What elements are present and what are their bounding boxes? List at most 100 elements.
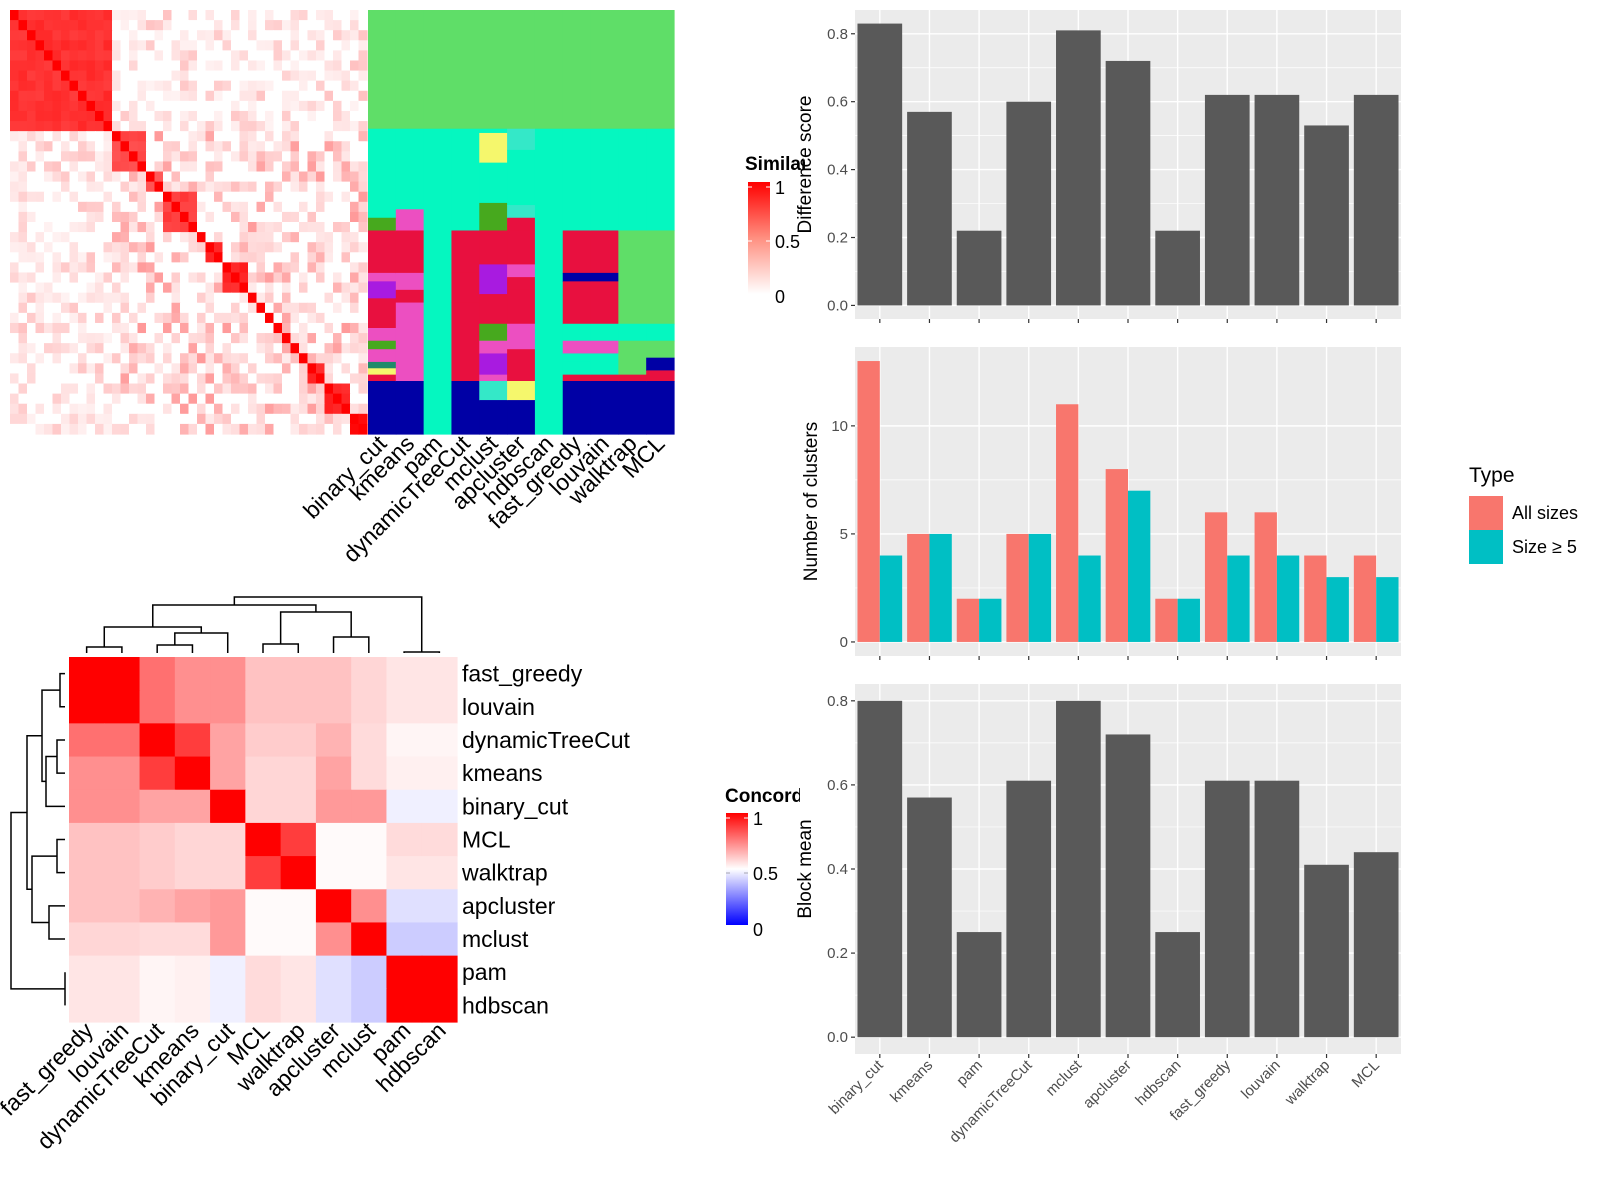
similarity-cell xyxy=(214,242,224,253)
concordance-cell xyxy=(315,690,352,724)
similarity-cell xyxy=(239,343,249,354)
similarity-cell xyxy=(214,211,224,223)
similarity-cell xyxy=(18,191,28,203)
similarity-cell xyxy=(299,110,309,122)
similarity-cell xyxy=(256,222,266,233)
similarity-cell xyxy=(197,222,207,233)
similarity-cell xyxy=(197,171,207,183)
similarity-cell xyxy=(112,100,122,112)
similarity-cell xyxy=(333,373,343,385)
similarity-cell xyxy=(341,413,351,425)
similarity-cell xyxy=(27,90,37,102)
concordance-cell xyxy=(245,889,282,924)
similarity-cell xyxy=(154,312,164,324)
similarity-cell xyxy=(205,262,215,274)
similarity-cell xyxy=(205,151,215,163)
similarity-cell xyxy=(248,272,258,284)
similarity-cell xyxy=(273,70,283,82)
similarity-cell xyxy=(282,90,292,102)
similarity-cell xyxy=(120,70,130,82)
similarity-cell xyxy=(112,151,122,163)
similarity-cell xyxy=(188,413,198,425)
similarity-cell xyxy=(112,292,122,304)
similarity-cell xyxy=(205,343,215,354)
similarity-cell xyxy=(61,110,71,122)
similarity-cell xyxy=(129,191,139,203)
similarity-cell xyxy=(273,322,283,334)
similarity-cell xyxy=(137,383,147,395)
similarity-cell xyxy=(146,201,156,213)
similarity-cell xyxy=(154,272,164,284)
similarity-cell xyxy=(154,353,164,364)
similarity-cell xyxy=(324,30,334,41)
similarity-cell xyxy=(316,363,326,375)
similarity-cell xyxy=(171,242,181,253)
similarity-cell xyxy=(146,353,156,364)
cluster-cell xyxy=(479,340,508,355)
similarity-cell xyxy=(44,383,54,395)
cluster-cell xyxy=(590,353,619,376)
cluster-cell xyxy=(590,323,619,342)
similarity-cell xyxy=(61,262,71,274)
concordance-cell xyxy=(69,756,105,791)
similarity-cell xyxy=(27,141,37,152)
similarity-cell xyxy=(129,80,139,92)
similarity-cell xyxy=(231,141,241,152)
concordance-cell xyxy=(280,822,317,857)
similarity-cell xyxy=(358,100,368,112)
similarity-cell xyxy=(95,322,105,334)
similarity-cell xyxy=(18,413,28,425)
similarity-cell xyxy=(10,262,20,274)
similarity-cell xyxy=(214,282,224,294)
similarity-cell xyxy=(316,393,326,405)
bar xyxy=(1353,852,1399,1038)
similarity-cell xyxy=(205,80,215,92)
similarity-cell xyxy=(290,90,300,102)
similarity-cell xyxy=(324,191,334,203)
similarity-cell xyxy=(137,312,147,324)
similarity-cell xyxy=(197,423,207,435)
similarity-cell xyxy=(78,100,88,112)
cluster-cell xyxy=(479,400,508,435)
similarity-cell xyxy=(205,423,215,435)
similarity-cell xyxy=(358,363,368,375)
concordance-cell xyxy=(315,657,352,691)
similarity-cell xyxy=(231,191,241,203)
similarity-cell xyxy=(239,10,249,21)
similarity-cell xyxy=(61,100,71,112)
similarity-cell xyxy=(333,171,343,183)
similarity-cell xyxy=(248,50,258,62)
similarity-cell xyxy=(256,30,266,41)
similarity-cell xyxy=(154,100,164,112)
similarity-cell xyxy=(358,10,368,21)
similarity-cell xyxy=(61,131,71,142)
y-axis-title: Difference score xyxy=(795,96,816,234)
similarity-legend-tick-05: 0.5 xyxy=(775,232,800,252)
similarity-cell xyxy=(78,211,88,223)
similarity-cell xyxy=(146,30,156,41)
similarity-cell xyxy=(273,161,283,173)
similarity-cell xyxy=(188,423,198,435)
similarity-cell xyxy=(44,80,54,92)
similarity-cell xyxy=(256,171,266,183)
similarity-cell xyxy=(273,60,283,72)
concordance-cell xyxy=(104,723,141,758)
similarity-cell xyxy=(27,40,37,51)
similarity-cell xyxy=(44,393,54,405)
similarity-cell xyxy=(231,373,241,385)
similarity-cell xyxy=(299,171,309,183)
similarity-cell xyxy=(299,393,309,405)
similarity-cell xyxy=(137,181,147,193)
similarity-cell xyxy=(358,302,368,314)
similarity-cell xyxy=(316,20,326,31)
cluster-cell xyxy=(590,374,619,382)
concordance-cell xyxy=(174,922,211,957)
cluster-cell xyxy=(618,323,647,342)
similarity-cell xyxy=(163,262,173,274)
similarity-cell xyxy=(69,30,79,41)
similarity-cell xyxy=(103,90,113,102)
similarity-cell xyxy=(350,201,360,213)
similarity-cell xyxy=(197,121,207,132)
similarity-cell xyxy=(103,201,113,213)
similarity-cell xyxy=(35,211,45,223)
